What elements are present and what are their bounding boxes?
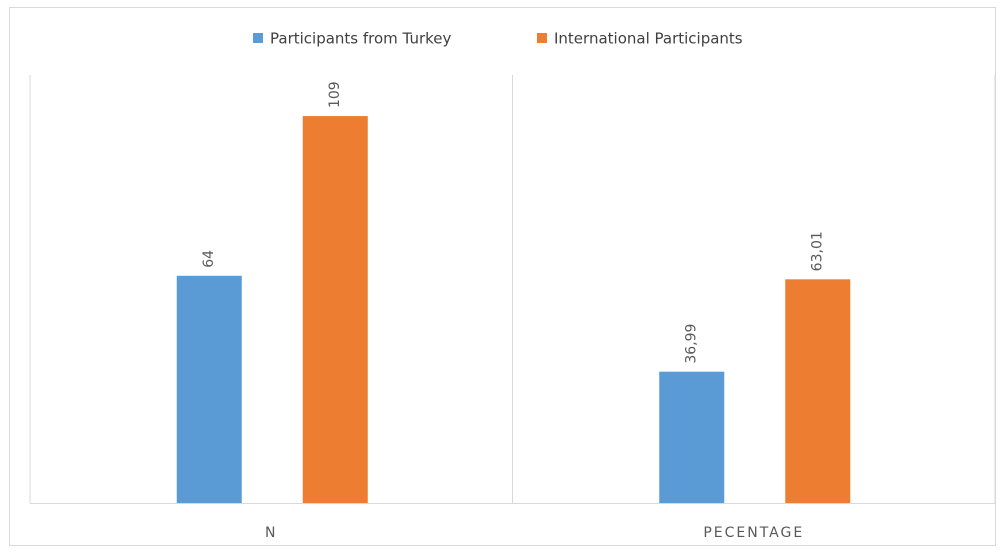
legend-swatch [537, 33, 547, 43]
bar [176, 275, 242, 503]
legend-label: Participants from Turkey [270, 30, 451, 48]
x-tick-label: N [265, 525, 277, 541]
bar [785, 279, 851, 503]
legend-swatch [253, 33, 263, 43]
bar [302, 116, 368, 504]
value-label: 64 [201, 250, 217, 268]
x-tick-label: PECENTAGE [703, 525, 804, 541]
bar [659, 371, 725, 503]
value-label: 36,99 [684, 324, 700, 364]
value-label: 63,01 [810, 231, 826, 271]
legend-label: International Participants [554, 30, 743, 48]
value-label: 109 [327, 81, 343, 108]
